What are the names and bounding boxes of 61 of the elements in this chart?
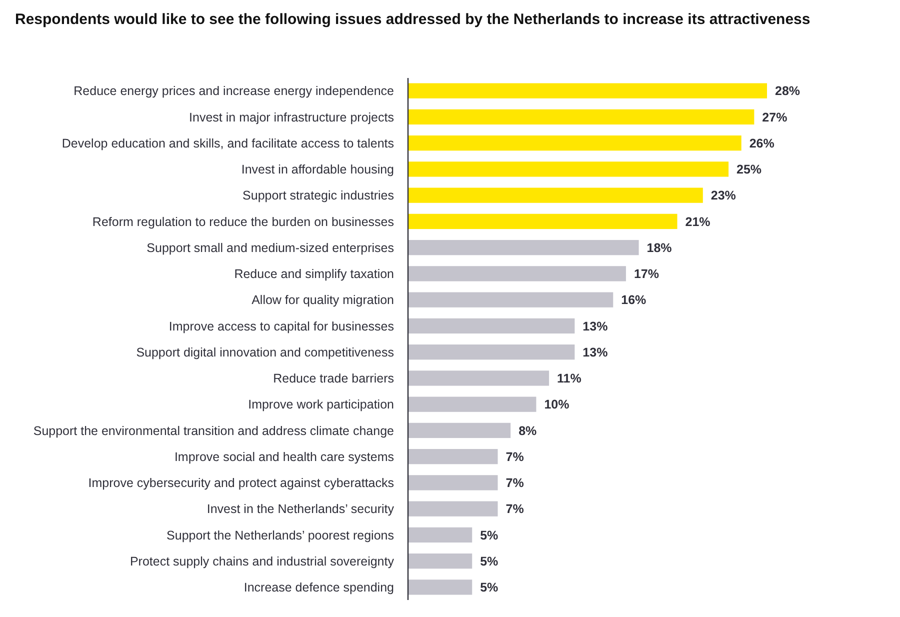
data-label: 18% [646, 240, 672, 255]
y-tick-label: Reduce energy prices and increase energy independence [74, 84, 394, 98]
y-tick-label: Support small and medium-sized enterprises [146, 240, 394, 255]
bar [408, 214, 678, 230]
data-label: 27% [762, 110, 788, 124]
y-tick-label: Reform regulation to reduce the burden on businesses [92, 214, 394, 229]
data-label: 25% [736, 162, 762, 177]
data-label: 13% [582, 345, 608, 360]
data-label: 26% [749, 136, 774, 150]
data-label: 23% [710, 188, 736, 203]
data-label: 7% [506, 502, 524, 516]
data-label: 10% [544, 398, 570, 412]
bar [408, 162, 729, 177]
bar [408, 292, 614, 308]
data-label: 8% [518, 424, 537, 438]
y-tick-label: Invest in affordable housing [241, 162, 394, 177]
data-label: 11% [557, 372, 582, 386]
bar [408, 188, 703, 203]
data-label: 13% [582, 319, 608, 334]
y-tick-label: Support the Netherlands’ poorest regions [166, 528, 394, 542]
bar [408, 422, 511, 438]
bar [408, 266, 626, 282]
y-tick-label: Improve social and health care systems [174, 450, 394, 464]
y-tick-label: Invest in major infrastructure projects [189, 110, 394, 124]
y-tick-label: Invest in the Netherlands’ security [206, 502, 395, 516]
bar [408, 135, 742, 151]
y-tick-label: Increase defence spending [244, 580, 394, 595]
data-label: 5% [480, 580, 498, 595]
y-tick-label: Improve access to capital for businesses [168, 319, 394, 334]
data-label: 5% [480, 528, 498, 542]
y-tick-label: Protect supply chains and industrial sovereignty [130, 554, 395, 568]
y-tick-label: Support digital innovation and competitiveness [136, 345, 394, 360]
y-tick-label: Reduce and simplify taxation [234, 267, 394, 282]
bar [408, 83, 767, 98]
bar [408, 448, 498, 464]
data-label: 17% [634, 267, 659, 282]
bar [408, 318, 575, 334]
data-label: 28% [775, 84, 800, 98]
data-label: 21% [685, 214, 710, 229]
bar [408, 344, 575, 360]
y-tick-label: Improve work participation [248, 398, 394, 412]
y-tick-label: Reduce trade barriers [273, 372, 394, 386]
bar [408, 396, 536, 412]
y-tick-label: Support the environmental transition and address climate change [33, 424, 394, 438]
chart-title: Respondents would like to see the following issues addressed by the Netherlands to increase its attractiveness [15, 11, 810, 28]
bar [408, 109, 754, 125]
bar [408, 580, 472, 595]
bar [408, 475, 498, 490]
y-tick-label: Support strategic industries [242, 188, 394, 203]
bar [408, 240, 639, 256]
bar [408, 553, 472, 569]
bar [408, 527, 472, 543]
data-label: 16% [621, 293, 646, 308]
data-label: 5% [480, 554, 498, 568]
data-label: 7% [506, 476, 524, 490]
y-tick-label: Improve cybersecurity and protect against cyberattacks [88, 476, 394, 490]
bar [408, 501, 498, 516]
data-label: 7% [506, 450, 524, 464]
y-tick-label: Develop education and skills, and facilitate access to talents [62, 136, 394, 150]
y-tick-label: Allow for quality migration [252, 293, 394, 308]
bar [408, 370, 550, 386]
